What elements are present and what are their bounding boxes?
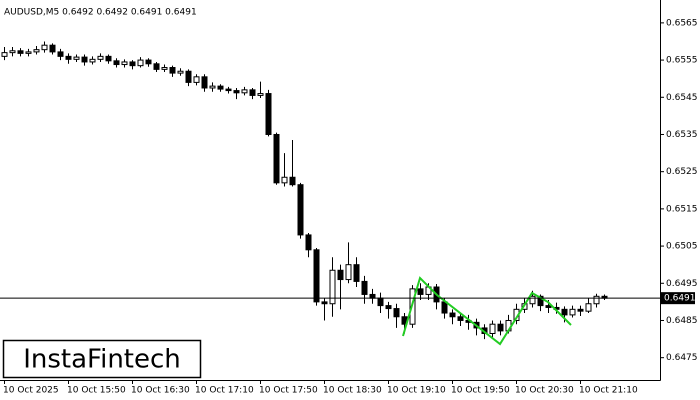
candle-body <box>313 249 320 303</box>
candle-body <box>529 295 536 305</box>
candle-body <box>441 301 448 314</box>
candle-body <box>241 89 248 94</box>
y-tick-label: 0.6505 <box>666 242 698 252</box>
candle-body <box>377 297 384 307</box>
y-tick-label: 0.6565 <box>666 18 698 28</box>
current-price-box <box>661 292 695 305</box>
candle-body <box>337 269 344 281</box>
candle-body <box>185 70 192 83</box>
candle-body <box>121 61 128 66</box>
x-tick-label: 10 Oct 15:50 <box>67 386 126 396</box>
candle-body <box>57 51 64 57</box>
candle-body <box>153 63 160 70</box>
candle-body <box>225 88 232 92</box>
y-tick-label: 0.6485 <box>666 316 698 326</box>
candle-body <box>129 61 136 67</box>
x-tick-label: 10 Oct 17:10 <box>195 386 254 396</box>
x-tick-label: 10 Oct 17:50 <box>259 386 318 396</box>
x-tick-label: 10 Oct 18:30 <box>323 386 382 396</box>
y-tick-label: 0.6555 <box>666 56 698 66</box>
candle-body <box>449 312 456 318</box>
candle-body <box>265 93 272 135</box>
candle-body <box>249 89 256 96</box>
y-tick-label: 0.6535 <box>666 130 698 140</box>
candle-body <box>137 59 144 67</box>
candle-body <box>73 56 80 60</box>
candle-body <box>49 44 56 53</box>
current-price-label: 0.6491 <box>664 294 696 304</box>
candle-body <box>569 308 576 316</box>
candle-body <box>353 264 360 282</box>
chart-title: AUDUSD,M5 0.6492 0.6492 0.6491 0.6491 <box>4 8 197 18</box>
candle-body <box>545 305 552 308</box>
candle-body <box>273 133 280 184</box>
x-tick-label: 10 Oct 19:10 <box>387 386 446 396</box>
candle-body <box>169 67 176 74</box>
candle-body <box>321 301 328 305</box>
candle-body <box>257 93 264 96</box>
candle-body <box>497 323 504 332</box>
candle-body <box>217 85 224 90</box>
y-tick-label: 0.6545 <box>666 93 698 103</box>
candle-body <box>385 305 392 310</box>
candle-body <box>593 295 600 305</box>
candle-body <box>177 70 184 74</box>
candle-body <box>305 234 312 251</box>
candle-body <box>489 323 496 335</box>
candle-body <box>585 303 592 312</box>
pattern-line <box>402 276 572 346</box>
x-tick-label: 10 Oct 16:30 <box>131 386 190 396</box>
candle-body <box>233 90 240 94</box>
candle-body <box>17 50 24 54</box>
candle-body <box>289 176 296 186</box>
candle-body <box>41 44 48 51</box>
candle-body <box>65 55 72 60</box>
y-tick-label: 0.6525 <box>666 167 698 177</box>
y-tick-label: 0.6515 <box>666 204 698 214</box>
candle-body <box>161 67 168 70</box>
candle-body <box>577 308 584 312</box>
x-tick-label: 10 Oct 19:50 <box>451 386 510 396</box>
candle-body <box>369 293 376 299</box>
candle-body <box>297 184 304 236</box>
x-tick-label: 10 Oct 2025 <box>3 386 59 396</box>
candle-body <box>1 52 8 57</box>
candle-body <box>201 76 208 89</box>
candle-body <box>457 316 464 321</box>
watermark-box <box>2 339 202 379</box>
candle-body <box>537 295 544 307</box>
candle-body <box>9 50 16 54</box>
candle-body <box>361 280 368 295</box>
y-tick-label: 0.6475 <box>666 353 698 363</box>
candle-body <box>25 51 32 54</box>
candle-body <box>145 59 152 65</box>
candle-body <box>281 176 288 184</box>
candle-body <box>561 308 568 316</box>
candle-body <box>193 76 200 83</box>
candle-body <box>105 55 112 62</box>
candle-body <box>113 60 120 66</box>
x-tick-label: 10 Oct 21:10 <box>579 386 638 396</box>
candle-body <box>209 85 216 89</box>
candle-body <box>89 58 96 63</box>
candle-body <box>97 55 104 60</box>
candle-body <box>329 269 336 305</box>
candle-body <box>417 288 424 295</box>
watermark: InstaFintech <box>23 345 181 375</box>
x-tick-label: 10 Oct 20:30 <box>515 386 574 396</box>
y-tick-label: 0.6495 <box>666 279 698 289</box>
candle-body <box>33 49 40 53</box>
candle-body <box>81 56 88 63</box>
candle-body <box>393 308 400 318</box>
candle-body <box>345 264 352 281</box>
